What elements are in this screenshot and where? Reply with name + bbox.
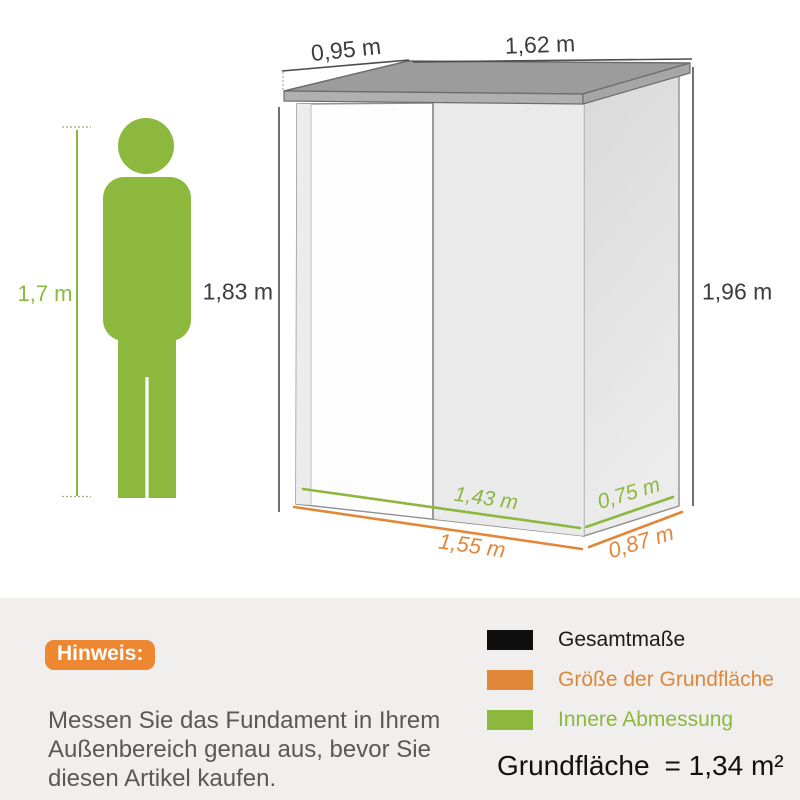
roof-width-label: 1,62 m <box>504 30 576 59</box>
person-height-label: 1,7 m <box>17 281 73 306</box>
info-panel <box>0 598 800 800</box>
footprint-dimension-lines <box>292 505 684 551</box>
legend-label-inner: Innere Abmessung <box>558 708 734 731</box>
legend-label-overall: Gesamtmaße <box>558 628 686 651</box>
person-figure-icon <box>103 118 191 498</box>
front-height-label: 1,83 m <box>202 278 273 305</box>
shed-door-frame-strip <box>296 104 311 505</box>
diagram-artwork <box>62 58 694 551</box>
footprint-total-value: = 1,34 m² <box>664 750 784 781</box>
shed-side-wall <box>583 72 680 537</box>
hint-badge: Hinweis: <box>45 640 156 670</box>
back-height-label: 1,96 m <box>702 278 773 305</box>
footprint-total-label: Grundfläche <box>497 750 650 781</box>
shed-roof <box>283 60 691 105</box>
roof-width-measure-line <box>412 58 693 63</box>
legend-row-footprint: Größe der Grundfläche <box>487 668 774 691</box>
shed-drawing <box>283 60 691 537</box>
person-height-measure-line <box>62 126 91 498</box>
legend-label-footprint: Größe der Grundfläche <box>558 668 774 691</box>
legend-row-inner: Innere Abmessung <box>487 708 774 731</box>
roof-depth-measure-line <box>281 59 410 72</box>
hint-text: Messen Sie das Fundament in Ihrem Außenb… <box>48 707 441 792</box>
overall-measure-lines <box>278 58 694 512</box>
footprint-total: Grundfläche = 1,34 m² <box>497 750 784 782</box>
inner-dimension-lines <box>301 487 675 530</box>
dimension-diagram: 1,7 m 0,95 m 1,62 m 1,83 m 1,96 m 1,43 m… <box>17 30 773 563</box>
shed-front-right-panel <box>433 102 584 536</box>
overall-color-swatch <box>487 630 533 650</box>
legend-row-overall: Gesamtmaße <box>487 628 774 651</box>
footprint-color-swatch <box>487 670 533 690</box>
inner-color-swatch <box>487 710 533 730</box>
legend: Gesamtmaße Größe der Grundfläche Innere … <box>487 628 774 750</box>
